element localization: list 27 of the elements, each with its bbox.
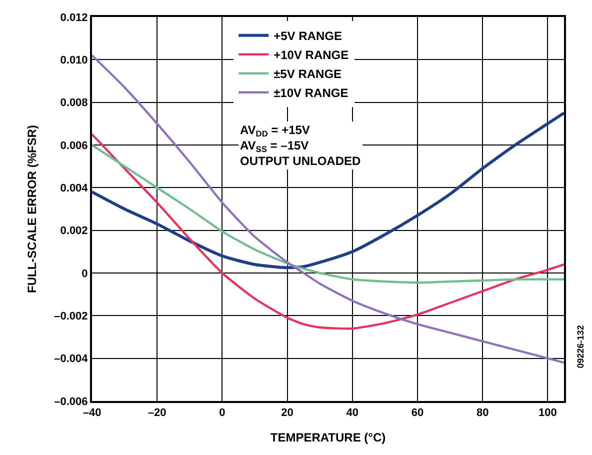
legend-label: +10V RANGE: [274, 48, 349, 62]
y-tick-label: –0.002: [54, 310, 88, 323]
x-tick-label: 100: [538, 407, 557, 420]
x-tick-label: 20: [281, 407, 294, 420]
text: AV$_{DD}$ = +15V AV$_{SS}$ = –15V OUTPUT UNLOADED: [240, 123, 361, 168]
x-tick-label: 80: [476, 407, 489, 420]
y-tick-label: 0.008: [60, 97, 88, 110]
x-axis-title: TEMPERATURE (°C): [270, 430, 386, 445]
x-tick-label: 0: [219, 407, 226, 420]
line-series: [92, 112, 564, 270]
y-tick-label: 0.006: [60, 140, 88, 152]
x-tick-label: –40: [82, 407, 102, 420]
y-tick-label: 0.012: [60, 12, 88, 24]
legend-label: ±10V RANGE: [274, 86, 348, 100]
y-tick-label: –0.004: [54, 353, 89, 366]
y-tick-label: –0.006: [54, 396, 88, 408]
x-tick-label: 40: [346, 407, 359, 420]
y-tick-label: 0: [82, 268, 88, 280]
legend-label: ±5V RANGE: [274, 67, 342, 82]
legend-label: +5V RANGE: [274, 29, 342, 44]
y-axis-title: FULL-SCALE ERROR (%FSR): [24, 125, 39, 293]
y-tick-label: 0.010: [60, 54, 88, 67]
x-tick-label: –20: [148, 407, 166, 420]
text: 09226-132: [576, 325, 586, 368]
y-tick-label: 0.004: [60, 182, 89, 195]
x-tick-label: 60: [411, 407, 424, 420]
y-tick-label: 0.002: [60, 225, 88, 238]
